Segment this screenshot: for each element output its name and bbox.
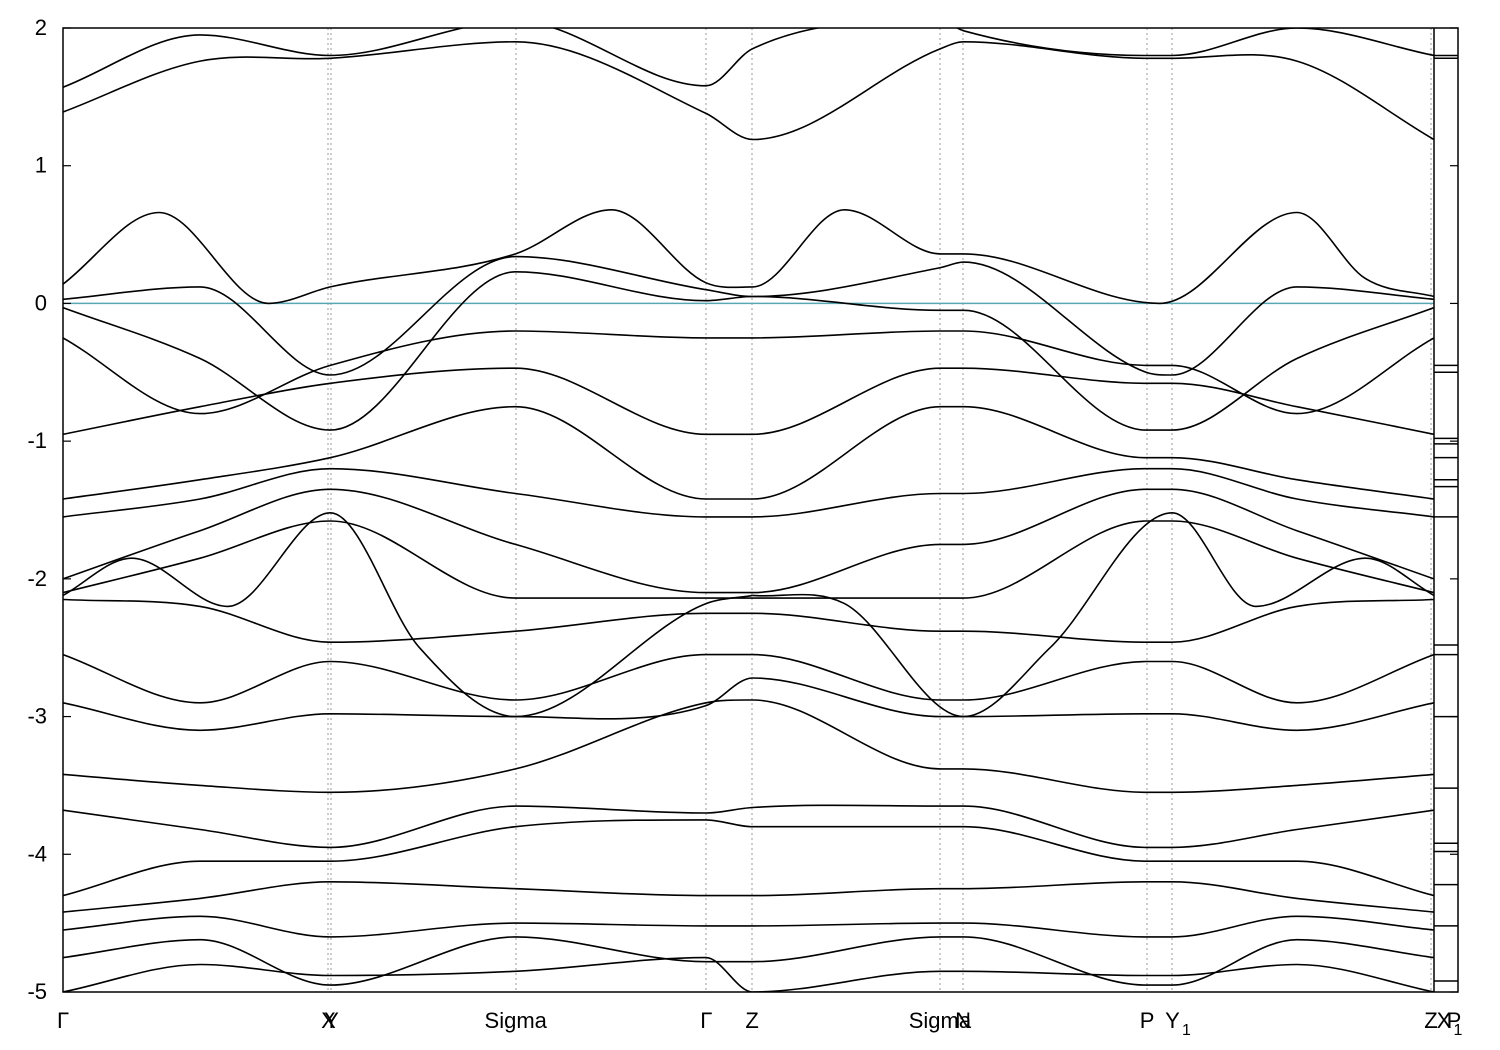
band-line [63,956,1434,992]
band-line [63,936,1434,986]
band-line [63,40,1434,141]
band-line [752,511,1434,718]
kpoint-grid-lines [327,28,1432,992]
band-line [63,405,1434,500]
band-line [63,677,1434,732]
band-line [63,880,1434,913]
y-tick-label: 0 [35,290,47,315]
y-tick-label: -4 [27,841,47,866]
band-line [63,598,1434,644]
band-line [63,28,1434,88]
band-line [63,467,1434,518]
x-tick-label: Sigma [909,1008,972,1033]
band-line [63,653,1434,704]
plot-frame [62,27,1459,993]
x-tick-label: P [1447,1008,1462,1033]
y-axis: -5 -4 -3 -2 -1 0 1 2 [27,15,1458,1004]
x-tick-label: Z [745,1008,758,1033]
band-line [63,915,1434,938]
band-line [63,488,1434,594]
x-tick-label: Y [1165,1008,1180,1033]
y-tick-label: -3 [27,704,47,729]
band-line [63,699,1434,794]
y-tick-label: -5 [27,979,47,1004]
y-tick-label: 1 [35,153,47,178]
x-tick-label: X [1437,1008,1452,1033]
y-tick-label: -2 [27,566,47,591]
band-line [63,270,1434,431]
x-tick-label: P [1140,1008,1155,1033]
y-tick-label: -1 [27,428,47,453]
band-line [63,367,1434,436]
band-line [63,819,1434,897]
band-line [63,511,753,718]
x-tick-label: Sigma [485,1008,548,1033]
x-tick-label: Γ [700,1008,712,1033]
band-line [63,330,1434,415]
band-lines [63,28,1434,992]
x-tick-label: Γ [57,1008,69,1033]
x-tick-subscript: 1 [1454,1022,1463,1039]
y-tick-label: 2 [35,15,47,40]
x-tick-label: X [321,1008,336,1033]
x-tick-label: N [955,1008,971,1033]
x-tick-label: Y [324,1008,339,1033]
band-line [63,208,1434,305]
side-panel [1433,28,1458,992]
x-tick-label: Z [1424,1008,1437,1033]
band-line [63,804,1434,849]
x-tick-subscript: 1 [1182,1022,1191,1039]
band-line [63,255,1434,376]
